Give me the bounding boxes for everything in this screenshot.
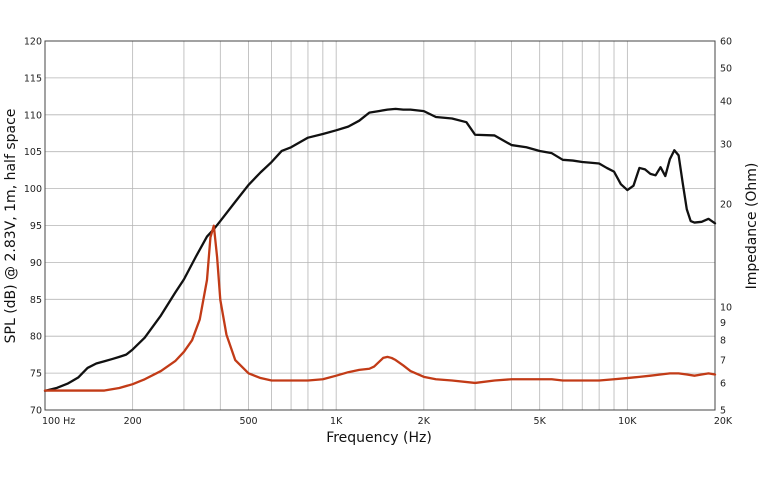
x-tick-label: 1K — [330, 416, 343, 427]
grid — [45, 41, 715, 410]
y2-tick-label: 60 — [720, 37, 732, 48]
y-tick-label: 115 — [24, 73, 42, 84]
x-axis-title: Frequency (Hz) — [326, 430, 432, 446]
y-tick-label: 105 — [24, 147, 42, 158]
y-tick-label: 110 — [24, 110, 42, 121]
y2-tick-label: 9 — [720, 318, 726, 329]
y-tick-label: 85 — [30, 295, 42, 306]
impedance-line — [43, 224, 717, 392]
y-tick-label: 120 — [24, 37, 42, 48]
plot-frame — [44, 40, 716, 411]
spl-line — [43, 107, 717, 392]
x-tick-label: 20K — [714, 416, 733, 427]
y-tick-label: 95 — [30, 221, 42, 232]
x-tick-label: 10K — [618, 416, 637, 427]
x-tick-label: 5K — [534, 416, 547, 427]
y-axis-title: SPL (dB) @ 2.83V, 1m, half space — [3, 109, 19, 344]
y2-tick-label: 6 — [720, 378, 726, 389]
y-axis-ticks: 70 75 80 85 90 95 100 105 110 115 120 — [24, 37, 42, 417]
y2-tick-label: 50 — [720, 64, 732, 75]
x-axis-ticks: 100 Hz 200 500 1K 2K 5K 10K 20K — [42, 416, 733, 427]
y2-tick-label: 7 — [720, 356, 726, 367]
x-tick-label: 100 Hz — [42, 416, 75, 427]
y2-tick-label: 5 — [720, 406, 726, 417]
y2-tick-label: 8 — [720, 336, 726, 347]
y-tick-label: 90 — [30, 258, 42, 269]
y2-tick-label: 40 — [720, 97, 732, 108]
x-tick-label: 2K — [418, 416, 431, 427]
x-tick-label: 200 — [124, 416, 142, 427]
y2-tick-label: 20 — [720, 200, 732, 211]
x-tick-label: 500 — [239, 416, 257, 427]
y-tick-label: 75 — [30, 369, 42, 380]
y2-tick-label: 30 — [720, 139, 732, 150]
y2-tick-label: 10 — [720, 303, 732, 314]
series-lines — [43, 107, 717, 392]
y2-axis-ticks: 5 6 7 8 9 10 20 30 40 50 60 — [720, 37, 732, 417]
y-tick-label: 80 — [30, 332, 42, 343]
y2-axis-title: Impedance (Ohm) — [744, 163, 760, 290]
y-tick-label: 70 — [30, 406, 42, 417]
y-tick-label: 100 — [24, 184, 42, 195]
